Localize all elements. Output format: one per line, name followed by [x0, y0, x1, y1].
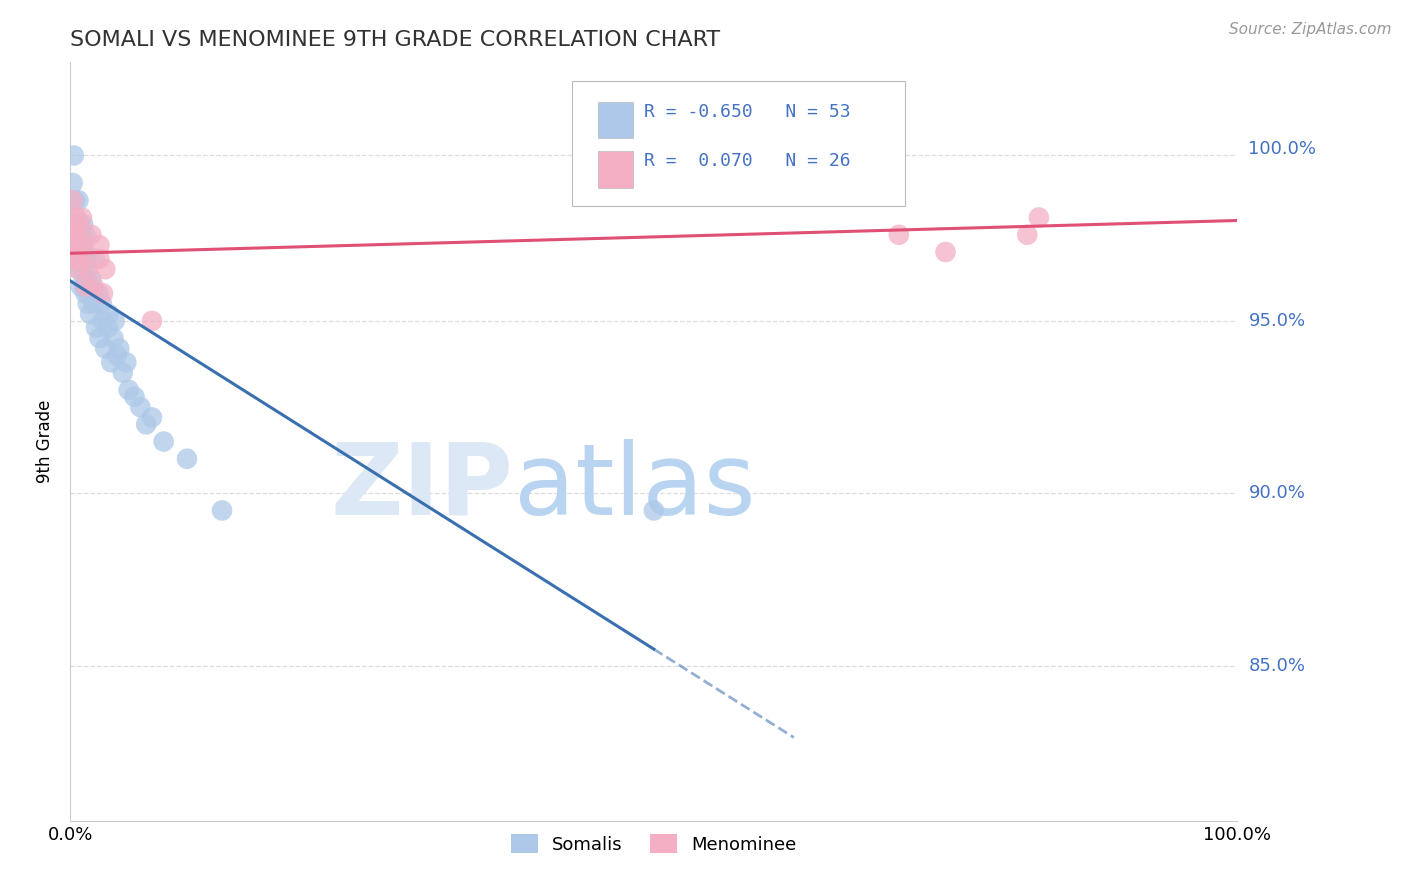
- Point: [72, 218, 94, 232]
- Point: [80, 272, 103, 286]
- Point: [84, 320, 107, 334]
- Point: [69, 244, 91, 259]
- Point: [211, 503, 233, 517]
- Point: [62, 227, 84, 242]
- Y-axis label: 9th Grade: 9th Grade: [37, 400, 55, 483]
- Point: [83, 279, 105, 293]
- Point: [115, 355, 138, 369]
- Point: [141, 314, 163, 328]
- Point: [62, 176, 84, 190]
- Text: 90.0%: 90.0%: [1249, 484, 1305, 502]
- Point: [91, 314, 114, 328]
- Point: [76, 252, 98, 266]
- Point: [80, 227, 103, 242]
- Point: [62, 148, 84, 162]
- Text: 95.0%: 95.0%: [1249, 312, 1306, 330]
- Point: [129, 400, 152, 414]
- Point: [69, 252, 91, 266]
- Point: [75, 279, 97, 293]
- Point: [69, 218, 91, 232]
- Text: R =  0.070   N = 26: R = 0.070 N = 26: [644, 152, 851, 170]
- Point: [141, 410, 163, 425]
- Point: [103, 331, 125, 345]
- Point: [124, 390, 146, 404]
- Point: [83, 252, 105, 266]
- Point: [90, 296, 112, 310]
- Point: [108, 342, 131, 356]
- Point: [72, 262, 94, 277]
- Text: R = -0.650   N = 53: R = -0.650 N = 53: [644, 103, 851, 120]
- Point: [1028, 211, 1050, 225]
- Point: [97, 307, 120, 321]
- Point: [934, 244, 956, 259]
- Point: [818, 183, 841, 197]
- Point: [94, 262, 117, 277]
- Point: [111, 366, 134, 380]
- Point: [63, 211, 86, 225]
- Point: [152, 434, 174, 449]
- Point: [176, 451, 198, 466]
- Point: [63, 194, 86, 208]
- Text: Source: ZipAtlas.com: Source: ZipAtlas.com: [1229, 22, 1392, 37]
- Point: [67, 262, 90, 277]
- Point: [67, 194, 90, 208]
- Point: [89, 331, 111, 345]
- Point: [97, 320, 120, 334]
- Text: atlas: atlas: [513, 439, 755, 535]
- Point: [70, 252, 93, 266]
- Point: [67, 262, 90, 277]
- Legend: Somalis, Menominee: Somalis, Menominee: [503, 827, 804, 861]
- Point: [94, 342, 117, 356]
- Point: [66, 252, 89, 266]
- Point: [1017, 227, 1039, 242]
- Point: [70, 211, 93, 225]
- Text: ZIP: ZIP: [330, 439, 513, 535]
- Point: [87, 286, 110, 301]
- Point: [65, 238, 87, 252]
- Text: 85.0%: 85.0%: [1249, 657, 1305, 674]
- Point: [104, 314, 127, 328]
- Point: [887, 227, 910, 242]
- Point: [91, 286, 114, 301]
- Point: [72, 238, 94, 252]
- Point: [65, 227, 87, 242]
- Point: [73, 244, 96, 259]
- Text: 100.0%: 100.0%: [1249, 140, 1316, 158]
- Point: [65, 252, 87, 266]
- Point: [69, 227, 91, 242]
- Point: [69, 279, 91, 293]
- Point: [69, 244, 91, 259]
- Point: [65, 211, 87, 225]
- Point: [63, 238, 86, 252]
- Point: [66, 218, 89, 232]
- Point: [70, 238, 93, 252]
- Point: [83, 296, 105, 310]
- Point: [66, 227, 89, 242]
- Point: [89, 252, 111, 266]
- Point: [77, 279, 100, 293]
- Bar: [598, 102, 633, 138]
- FancyBboxPatch shape: [572, 81, 904, 207]
- Point: [76, 262, 98, 277]
- Point: [76, 272, 98, 286]
- Text: SOMALI VS MENOMINEE 9TH GRADE CORRELATION CHART: SOMALI VS MENOMINEE 9TH GRADE CORRELATIO…: [70, 29, 720, 50]
- Point: [135, 417, 157, 432]
- Point: [105, 348, 128, 362]
- Point: [118, 383, 141, 397]
- Point: [89, 238, 111, 252]
- Point: [75, 286, 97, 301]
- Point: [100, 355, 122, 369]
- Bar: [598, 151, 633, 187]
- Point: [643, 503, 665, 517]
- Point: [76, 296, 98, 310]
- Point: [62, 194, 84, 208]
- Point: [75, 227, 97, 242]
- Point: [79, 307, 101, 321]
- Point: [73, 279, 96, 293]
